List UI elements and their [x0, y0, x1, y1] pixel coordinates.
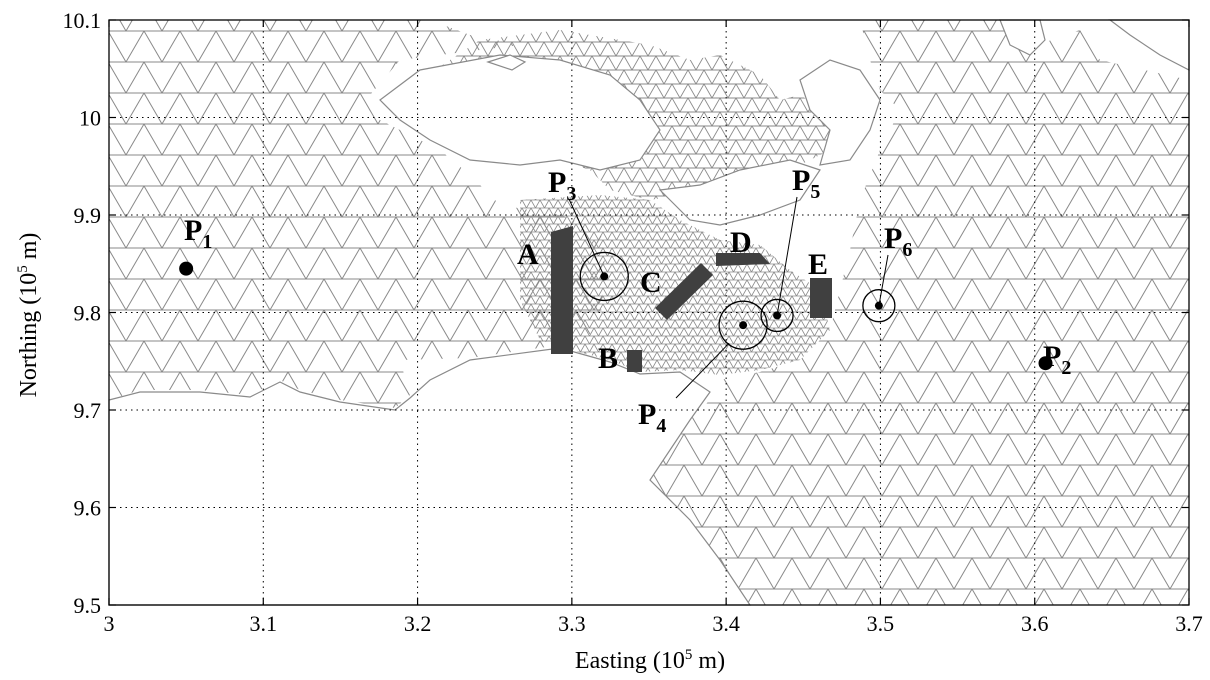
- mesh-east-sea: [650, 20, 1189, 605]
- barriers: [551, 226, 832, 372]
- leader-line: [776, 196, 798, 316]
- barrier-label-b: B: [598, 342, 618, 375]
- x-tick-label: 3.2: [404, 611, 432, 636]
- point-label-p5: P5: [792, 164, 820, 203]
- y-axis-title: Northing (105 m): [15, 233, 42, 398]
- land-east-corner: [1108, 19, 1190, 71]
- barrier-label-d: D: [730, 226, 752, 259]
- land-northeast: [799, 59, 881, 166]
- point-label-p3: P3: [548, 166, 576, 205]
- barrier-label-a: A: [517, 238, 539, 271]
- land-areas: [108, 19, 1190, 606]
- point-label-p4: P4: [638, 398, 666, 437]
- x-tick-label: 3.7: [1175, 611, 1203, 636]
- y-tick-label: 10: [79, 106, 101, 131]
- y-tick-label: 9.8: [74, 301, 102, 326]
- leader-line: [878, 254, 889, 306]
- x-tick-label: 3.4: [712, 611, 740, 636]
- x-axis-title: Easting (105 m): [575, 647, 725, 674]
- y-tick-label: 9.7: [74, 398, 102, 423]
- land-island-small: [486, 54, 527, 71]
- x-tick-label: 3.3: [558, 611, 586, 636]
- barrier-b: [627, 350, 642, 372]
- x-tick-label: 3.1: [250, 611, 278, 636]
- barrier-e: [810, 278, 832, 318]
- point-ring-p4: [718, 300, 768, 350]
- y-tick-label: 10.1: [63, 8, 102, 33]
- y-tick-label: 9.5: [74, 593, 102, 618]
- point-ring-p5: [760, 298, 794, 333]
- barrier-label-e: E: [808, 248, 828, 281]
- x-tick-label: 3.6: [1021, 611, 1049, 636]
- point-dot-p4: [739, 321, 748, 330]
- x-tick-label: 3.5: [867, 611, 895, 636]
- mesh-west-sea: [109, 20, 605, 408]
- axis-ticks: 3 3.1 3.2 3.3 3.4 3.5 3.6 3.7 9.5 9.6 9.7 9.8 9.9 10 1…: [63, 8, 1203, 636]
- leader-line: [675, 342, 730, 399]
- point-label-p1: P1: [184, 214, 212, 253]
- barrier-d: [716, 253, 770, 266]
- mesh-water: [109, 20, 1189, 605]
- y-tick-label: 9.9: [74, 203, 102, 228]
- point-dot-p2: [1038, 356, 1053, 371]
- point-ring-p3: [579, 251, 629, 302]
- point-label-p6: P6: [884, 222, 912, 261]
- x-tick-label: 3: [104, 611, 115, 636]
- barrier-a: [551, 226, 573, 354]
- point-label-p2: P2: [1043, 340, 1071, 379]
- land-southwest: [108, 347, 752, 606]
- land-center-north: [658, 159, 821, 226]
- y-tick-label: 9.6: [74, 496, 102, 521]
- leader-line: [568, 198, 605, 277]
- point-dot-p1: [179, 261, 194, 276]
- labels: A B C D E P1 P2 P3 P4 P5 P6: [184, 164, 1071, 437]
- point-ring-p6: [862, 289, 896, 323]
- grid-lines: [109, 20, 1189, 605]
- land-northwest: [379, 54, 661, 171]
- barrier-c: [655, 263, 713, 320]
- barrier-label-c: C: [640, 266, 662, 299]
- mesh-central-strait: [520, 195, 830, 375]
